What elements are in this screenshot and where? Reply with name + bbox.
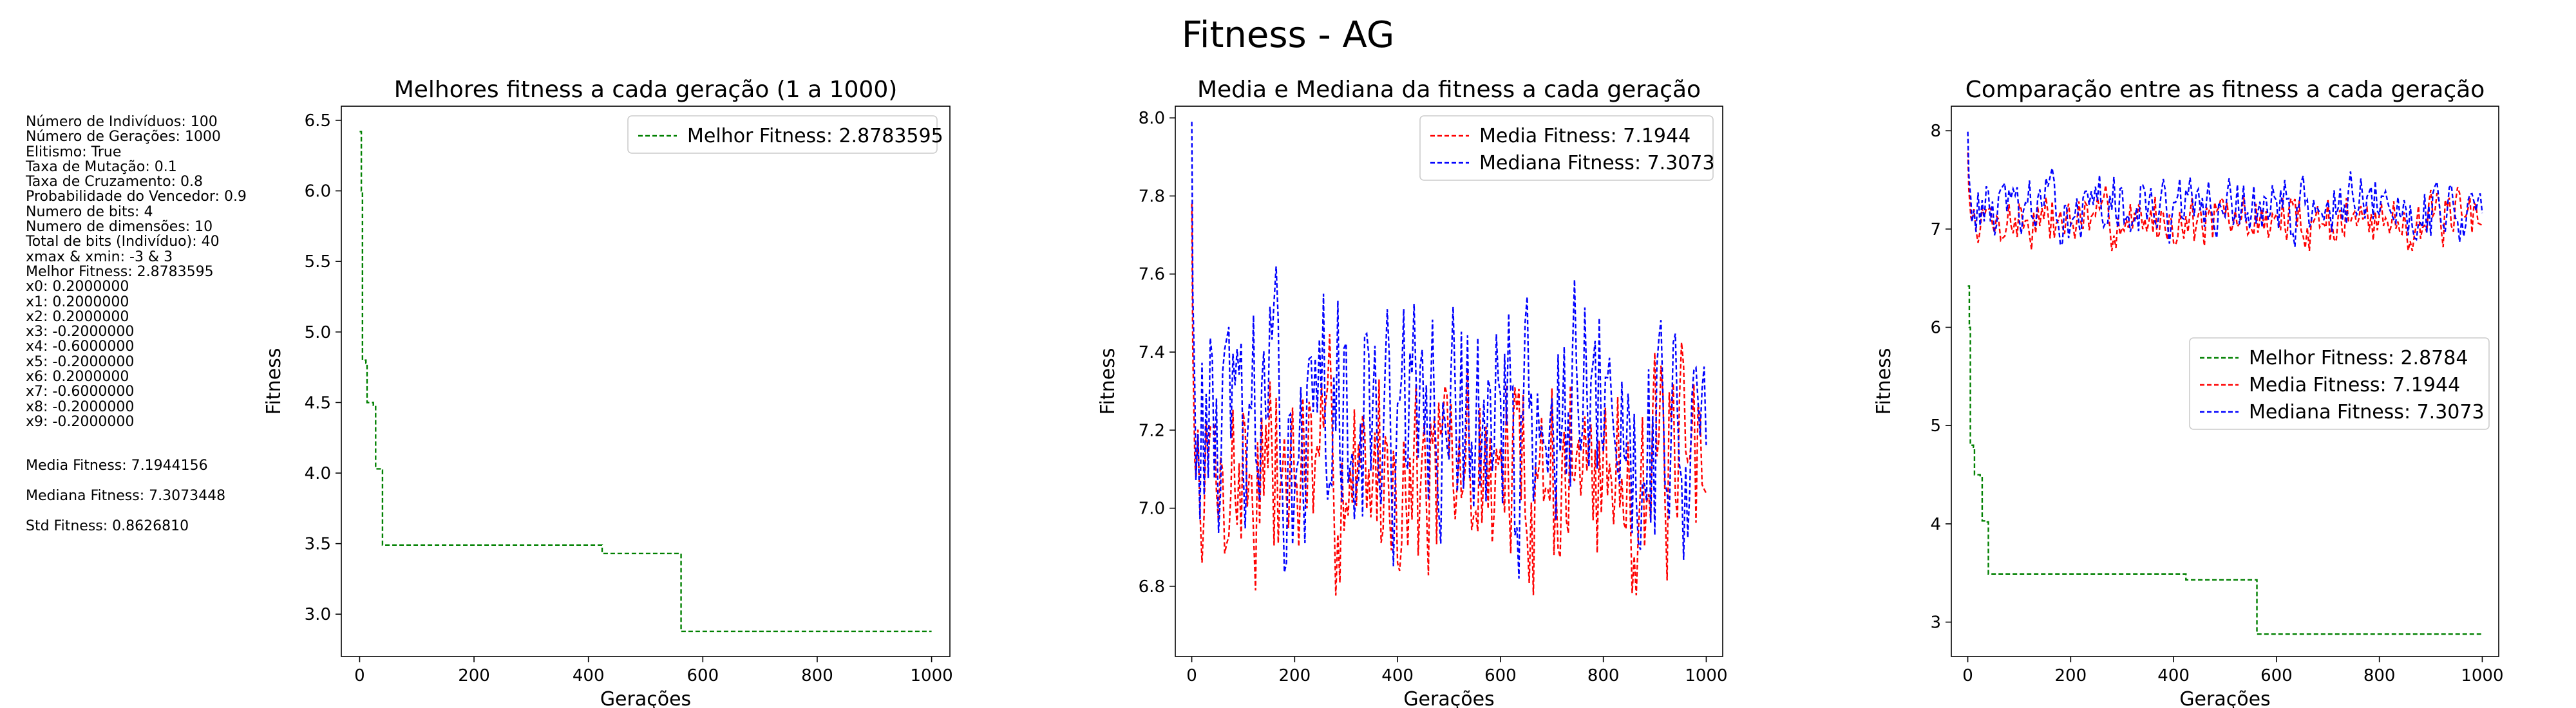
- parameter-line: Melhor Fitness: 2.8783595: [26, 263, 214, 280]
- parameter-line: x9: -0.2000000: [26, 413, 135, 430]
- parameter-line: x0: 0.2000000: [26, 279, 129, 295]
- x-tick-label: 200: [1279, 666, 1311, 685]
- y-tick-label: 6.5: [305, 111, 331, 131]
- x-tick-label: 800: [1587, 666, 1620, 685]
- legend-entry: Mediana Fitness: 7.3073: [2249, 401, 2485, 424]
- axes-frame: [1175, 106, 1723, 657]
- x-tick-label: 1000: [910, 666, 952, 685]
- y-tick-label: 3.5: [305, 535, 331, 554]
- legend-box: [1419, 115, 1714, 181]
- series-line-2: [1967, 131, 2483, 247]
- legend-box: [627, 115, 938, 154]
- legend-entry: Media Fitness: 7.1944: [1479, 125, 1690, 147]
- y-tick-label: 7.8: [1139, 187, 1165, 206]
- legend-entry: Media Fitness: 7.1944: [2249, 374, 2460, 396]
- x-tick-label: 0: [1186, 666, 1197, 685]
- plot-series-group: [359, 131, 932, 633]
- y-tick-label: 7.4: [1139, 343, 1165, 362]
- plot-series-group: [1967, 131, 2483, 635]
- y-tick-label: 8.0: [1139, 109, 1165, 128]
- series-line-1: [1191, 122, 1707, 579]
- parameter-line: x5: -0.2000000: [26, 353, 135, 370]
- parameter-line: Elitismo: True: [26, 144, 122, 160]
- y-tick-label: 5.0: [305, 323, 331, 342]
- y-tick-label: 4.5: [305, 393, 331, 413]
- y-tick-label: 8: [1930, 122, 1941, 141]
- y-axis-label: Fitness: [263, 348, 285, 415]
- axes-frame: [341, 106, 951, 657]
- series-line-0: [359, 131, 932, 633]
- x-tick-label: 400: [573, 666, 605, 685]
- series-line-0: [1191, 203, 1707, 596]
- y-tick-label: 5: [1930, 416, 1941, 436]
- x-tick-label: 200: [2055, 666, 2087, 685]
- x-axis-label: Gerações: [600, 688, 691, 708]
- y-tick-label: 7.2: [1139, 421, 1165, 440]
- x-tick-label: 800: [801, 666, 833, 685]
- chart-title: Media e Mediana da fitness a cada geraçã…: [1197, 77, 1701, 103]
- series-line-0: [1967, 285, 2483, 635]
- parameter-line: Probabilidade do Vencedor: 0.9: [26, 189, 247, 205]
- x-tick-label: 400: [2157, 666, 2190, 685]
- x-tick-label: 200: [458, 666, 490, 685]
- y-axis-label: Fitness: [1097, 348, 1119, 415]
- axes-frame: [1951, 106, 2499, 657]
- x-tick-label: 0: [354, 666, 365, 685]
- x-tick-label: 0: [1962, 666, 1973, 685]
- parameter-line: Numero de bits: 4: [26, 203, 153, 220]
- y-tick-label: 5.5: [305, 252, 331, 272]
- parameter-line: xmax & xmin: -3 & 3: [26, 248, 173, 265]
- legend-entry: Melhor Fitness: 2.8783595: [687, 125, 943, 147]
- parameter-line: x3: -0.2000000: [26, 324, 135, 340]
- x-tick-label: 600: [1484, 666, 1517, 685]
- figure-title: Fitness - AG: [1181, 14, 1395, 56]
- y-tick-label: 4: [1930, 515, 1941, 534]
- x-tick-label: 600: [687, 666, 719, 685]
- parameter-line: Taxa de Cruzamento: 0.8: [26, 174, 204, 191]
- parameter-line: Número de Indivíduos: 100: [26, 114, 218, 130]
- y-tick-label: 6.8: [1139, 577, 1165, 597]
- parameter-line: Número de Gerações: 1000: [26, 129, 221, 145]
- series-line-1: [1967, 152, 2483, 252]
- legend-box: [2189, 337, 2490, 430]
- parameter-line: x1: 0.2000000: [26, 293, 129, 310]
- chart-title: Melhores fitness a cada geração (1 a 100…: [394, 77, 898, 103]
- statistics-panel: Media Fitness: 7.1944156 Mediana Fitness:…: [26, 458, 225, 549]
- x-tick-label: 1000: [2461, 666, 2503, 685]
- statistic-line: Media Fitness: 7.1944156: [26, 458, 208, 474]
- parameter-line: x2: 0.2000000: [26, 308, 129, 325]
- parameter-line: Numero de dimensões: 10: [26, 219, 213, 236]
- x-axis-label: Gerações: [1403, 688, 1494, 708]
- y-tick-label: 7.0: [1139, 499, 1165, 519]
- legend-entry: Mediana Fitness: 7.3073: [1479, 152, 1715, 174]
- y-tick-label: 6.0: [305, 182, 331, 201]
- statistic-line: Std Fitness: 0.8626810: [26, 518, 189, 534]
- x-tick-label: 400: [1381, 666, 1414, 685]
- y-tick-label: 6: [1930, 319, 1941, 338]
- plot-series-group: [1191, 122, 1707, 596]
- x-tick-label: 1000: [1685, 666, 1727, 685]
- x-tick-label: 600: [2260, 666, 2293, 685]
- y-tick-label: 4.0: [305, 464, 331, 483]
- legend-entry: Melhor Fitness: 2.8784: [2249, 347, 2468, 369]
- parameters-panel: Número de Indivíduos: 100 Número de Geraç…: [26, 114, 247, 430]
- y-tick-label: 7.6: [1139, 265, 1165, 284]
- parameter-line: Taxa de Mutação: 0.1: [26, 158, 177, 175]
- chart-title: Comparação entre as fitness a cada geraç…: [1965, 77, 2485, 103]
- x-tick-label: 800: [2363, 666, 2396, 685]
- parameter-line: x8: -0.2000000: [26, 398, 135, 415]
- y-tick-label: 3: [1930, 613, 1941, 633]
- y-axis-label: Fitness: [1873, 348, 1895, 415]
- parameter-line: Total de bits (Indivíduo): 40: [26, 234, 220, 250]
- parameter-line: x4: -0.6000000: [26, 339, 135, 355]
- y-tick-label: 7: [1930, 220, 1941, 239]
- parameter-line: x7: -0.6000000: [26, 384, 135, 400]
- parameter-line: x6: 0.2000000: [26, 369, 129, 386]
- y-tick-label: 3.0: [305, 605, 331, 624]
- x-axis-label: Gerações: [2179, 688, 2270, 708]
- statistic-line: Mediana Fitness: 7.3073448: [26, 488, 226, 504]
